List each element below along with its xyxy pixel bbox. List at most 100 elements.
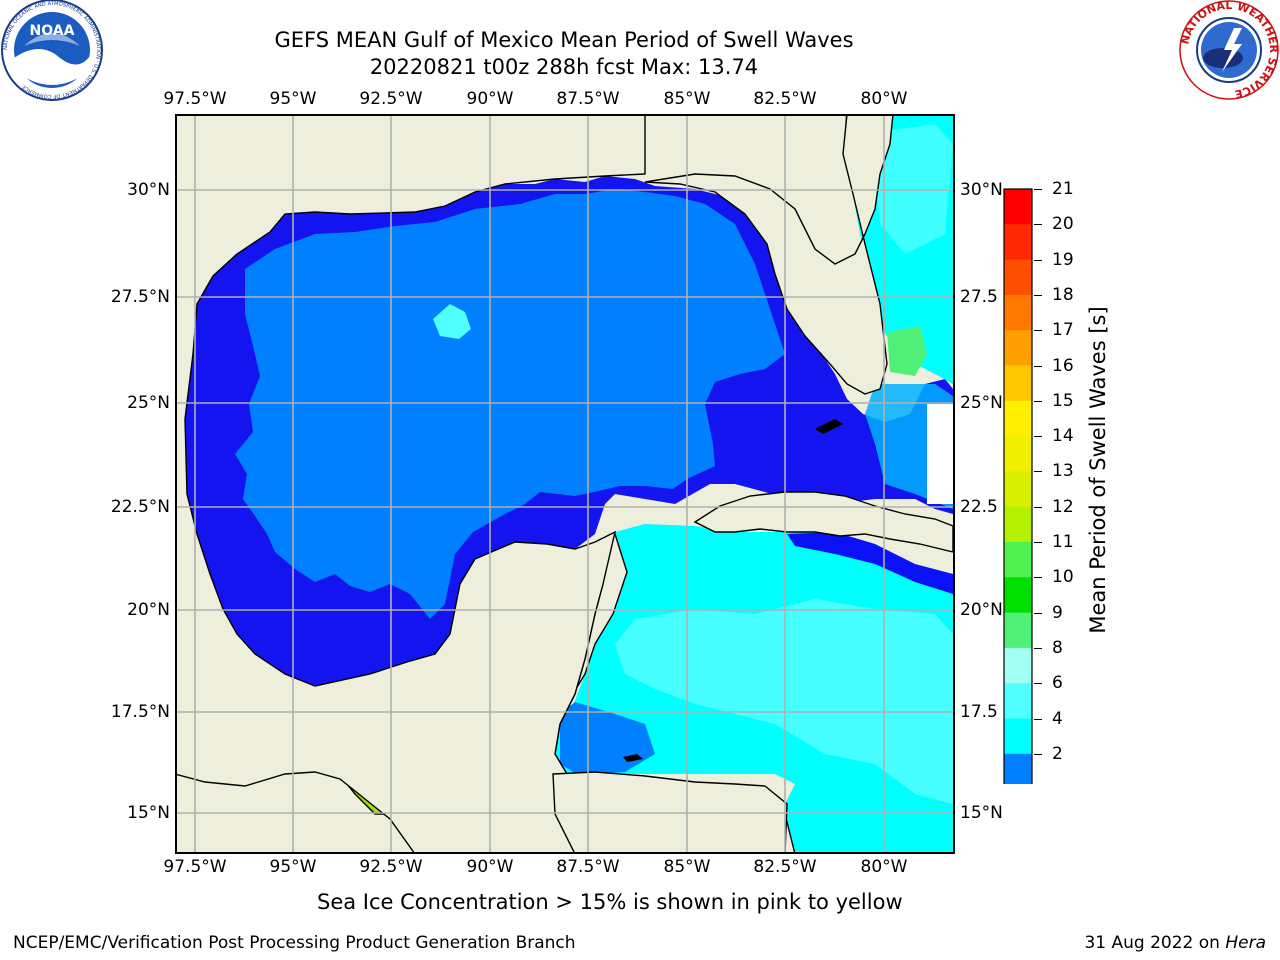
colorbar-band [1004, 718, 1032, 755]
colorbar-band [1004, 506, 1032, 543]
florida [644, 114, 894, 395]
lon-tick-top-2: 95°W [269, 89, 317, 109]
map-subtitle: 20220821 t00z 288h fcst Max: 13.74 [369, 55, 759, 79]
colorbar-tick-mark [1034, 471, 1042, 473]
colorbar-tick-label: 12 [1052, 496, 1074, 517]
colorbar-tick-mark [1034, 753, 1042, 755]
colorbar-band [1004, 400, 1032, 437]
lon-tick-bottom-2: 95°W [269, 857, 317, 877]
nws-logo: NATIONAL WEATHER SERVICE [1178, 0, 1280, 102]
colorbar-tick-mark [1034, 612, 1042, 614]
colorbar-tick-mark [1034, 365, 1042, 367]
colorbar-tick-label: 13 [1052, 461, 1074, 482]
footer-org: NCEP/EMC/Verification Post Processing Pr… [13, 933, 576, 953]
lat-tick-left-1: 30°N [127, 180, 170, 200]
colorbar-tick-mark [1034, 189, 1042, 190]
lon-tick-bottom-1: 97.5°W [163, 857, 227, 877]
lon-tick-bottom-7: 82.5°W [753, 857, 817, 877]
lon-tick-bottom-3: 92.5°W [359, 857, 423, 877]
caribbean-deep [787, 532, 953, 594]
colorbar-tick-label: 6 [1052, 673, 1063, 694]
colorbar-tick-label: 4 [1052, 708, 1063, 729]
cyan-patch [433, 304, 471, 339]
colorbar-tick-label: 21 [1052, 179, 1074, 199]
map-grid [175, 114, 955, 854]
colorbar-tick-label: 11 [1052, 532, 1074, 552]
atlantic-green [887, 326, 927, 376]
colorbar-tick-mark [1034, 506, 1042, 508]
lat-tick-left-5: 20°N [127, 600, 170, 620]
colorbar-band [1004, 330, 1032, 366]
colorbar [1002, 188, 1034, 821]
island-keys [815, 419, 843, 434]
colorbar-tick-label: 15 [1052, 390, 1074, 411]
lat-tick-right-5: 20°N [960, 600, 1003, 620]
lon-tick-top-1: 97.5°W [163, 89, 227, 109]
colorbar-band [1004, 259, 1032, 296]
lon-tick-top-5: 87.5°W [556, 89, 620, 109]
colorbar-tick-label: 20 [1052, 214, 1074, 235]
atlantic-light [865, 124, 953, 254]
colorbar-tick-label: 8 [1052, 637, 1063, 658]
colorbar-band [1004, 224, 1032, 261]
colorbar-band [1004, 189, 1032, 225]
colorbar-tick-mark [1034, 577, 1042, 579]
footer-date: 31 Aug 2022 on Hera [1084, 933, 1266, 953]
footer-host: Hera [1225, 933, 1266, 953]
colorbar-band [1004, 471, 1032, 508]
colorbar-tick-mark [1034, 330, 1042, 332]
colorbar-svg [1003, 188, 1033, 821]
colorbar-tick-label: 10 [1052, 567, 1074, 588]
colorbar-band [1004, 647, 1032, 684]
lat-tick-right-7: 15°N [960, 803, 1003, 823]
colorbar-tick-mark [1034, 294, 1042, 296]
colorbar-tick-mark [1034, 718, 1042, 720]
map-title: GEFS MEAN Gulf of Mexico Mean Period of … [274, 28, 854, 52]
lon-tick-bottom-5: 87.5°W [556, 857, 620, 877]
colorbar-tick-mark [1034, 224, 1042, 226]
colorbar-band [1004, 542, 1032, 578]
colorbar-tick-label: 2 [1052, 743, 1063, 764]
colorbar-tick-mark [1034, 683, 1042, 685]
colorbar-tick-label: 16 [1052, 355, 1074, 376]
colorbar-tick-mark [1034, 542, 1042, 543]
colorbar-band [1004, 577, 1032, 614]
lat-tick-right-6: 17.5 [960, 702, 998, 722]
colorbar-tick-mark [1034, 647, 1042, 649]
colorbar-tick-label: 9 [1052, 602, 1063, 623]
lon-tick-top-7: 82.5°W [753, 89, 817, 109]
lat-tick-left-2: 27.5°N [110, 287, 170, 307]
lon-tick-top-8: 80°W [860, 89, 908, 109]
lat-tick-right-3: 25°N [960, 393, 1003, 413]
mexico-coast [175, 114, 776, 854]
colorbar-band [1004, 365, 1032, 402]
colorbar-band [1004, 753, 1032, 790]
colorbar-tick-mark [1034, 436, 1042, 438]
lon-tick-top-4: 90°W [466, 89, 514, 109]
colorbar-label: Mean Period of Swell Waves [s] [1086, 306, 1110, 634]
colorbar-tick-label: 18 [1052, 284, 1074, 305]
map-border [175, 114, 955, 854]
sea-ice-caption: Sea Ice Concentration > 15% is shown in … [317, 890, 903, 914]
island-bay-islands [623, 754, 643, 762]
lon-tick-bottom-8: 80°W [860, 857, 908, 877]
lon-tick-top-6: 85°W [663, 89, 711, 109]
colorbar-tick-mark [1034, 400, 1042, 402]
colorbar-tick-label: 14 [1052, 426, 1074, 447]
lat-tick-right-1: 30°N [960, 180, 1003, 200]
lon-tick-bottom-6: 85°W [663, 857, 711, 877]
lat-tick-right-4: 22.5 [960, 497, 998, 517]
colorbar-tick-mark [1034, 259, 1042, 261]
colorbar-tick-label: 17 [1052, 320, 1074, 341]
noaa-logo-text: NOAA [30, 23, 75, 39]
lat-tick-left-3: 25°N [127, 393, 170, 413]
map-frame [175, 114, 955, 854]
lat-tick-left-4: 22.5°N [110, 497, 170, 517]
lon-tick-top-3: 92.5°W [359, 89, 423, 109]
lat-tick-right-2: 27.5 [960, 287, 998, 307]
gulf-map [175, 114, 955, 854]
footer-date-text: 31 Aug 2022 on [1084, 933, 1226, 953]
noaa-logo: NOAA NATIONAL OCEANIC AND ATMOSPHERIC AD… [0, 0, 104, 104]
caribbean-swell-light [615, 599, 953, 804]
lat-tick-left-7: 15°N [127, 803, 170, 823]
